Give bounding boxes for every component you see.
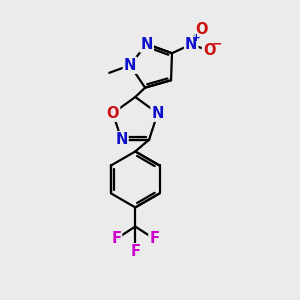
Text: −: − [211,38,222,51]
Text: F: F [111,231,121,246]
Text: F: F [149,231,159,246]
Text: O: O [195,22,208,37]
Text: O: O [203,43,215,58]
Text: N: N [140,37,153,52]
Text: N: N [124,58,136,73]
Text: +: + [192,33,201,43]
Text: F: F [130,244,140,259]
Text: N: N [115,132,128,147]
Text: O: O [106,106,119,121]
Text: N: N [152,106,164,121]
Text: N: N [185,37,197,52]
